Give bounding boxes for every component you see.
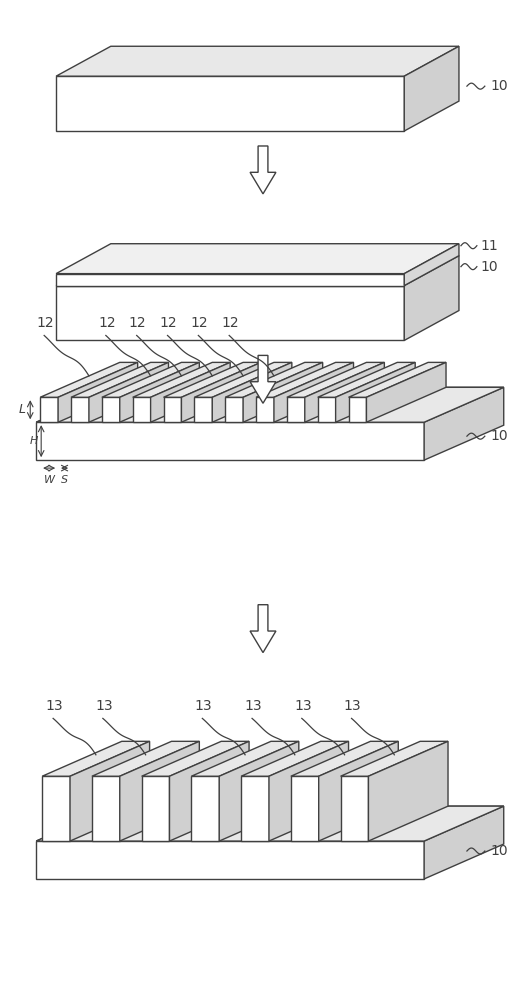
Text: H: H xyxy=(30,436,38,446)
Polygon shape xyxy=(287,362,385,397)
Polygon shape xyxy=(250,146,276,194)
Polygon shape xyxy=(250,605,276,653)
Polygon shape xyxy=(250,355,276,403)
Polygon shape xyxy=(164,397,181,422)
Polygon shape xyxy=(341,741,448,776)
Polygon shape xyxy=(241,776,269,841)
Polygon shape xyxy=(42,776,70,841)
Polygon shape xyxy=(56,256,459,286)
Polygon shape xyxy=(56,46,459,76)
Polygon shape xyxy=(341,776,368,841)
Polygon shape xyxy=(225,362,322,397)
Polygon shape xyxy=(305,362,385,422)
Polygon shape xyxy=(368,741,448,841)
Text: W: W xyxy=(44,475,55,485)
Polygon shape xyxy=(56,286,404,340)
Polygon shape xyxy=(195,397,213,422)
Polygon shape xyxy=(291,741,398,776)
Polygon shape xyxy=(169,741,249,841)
Polygon shape xyxy=(318,397,336,422)
Polygon shape xyxy=(213,362,292,422)
Polygon shape xyxy=(274,362,353,422)
Text: 13: 13 xyxy=(244,699,262,713)
Polygon shape xyxy=(40,397,58,422)
Polygon shape xyxy=(102,362,199,397)
Polygon shape xyxy=(191,741,299,776)
Polygon shape xyxy=(71,397,89,422)
Polygon shape xyxy=(133,362,230,397)
Polygon shape xyxy=(256,397,274,422)
Polygon shape xyxy=(92,776,120,841)
Polygon shape xyxy=(141,776,169,841)
Polygon shape xyxy=(424,806,504,879)
Polygon shape xyxy=(70,741,149,841)
Polygon shape xyxy=(36,806,504,841)
Polygon shape xyxy=(36,422,424,460)
Polygon shape xyxy=(56,274,404,286)
Text: 13: 13 xyxy=(195,699,212,713)
Text: 12: 12 xyxy=(190,316,208,330)
Polygon shape xyxy=(349,362,446,397)
Polygon shape xyxy=(287,397,305,422)
Polygon shape xyxy=(36,806,504,841)
Polygon shape xyxy=(195,362,292,397)
Polygon shape xyxy=(120,741,199,841)
Text: L: L xyxy=(18,403,25,416)
Polygon shape xyxy=(150,362,230,422)
Polygon shape xyxy=(219,741,299,841)
Text: 12: 12 xyxy=(160,316,177,330)
Polygon shape xyxy=(225,397,243,422)
Polygon shape xyxy=(56,76,404,131)
Polygon shape xyxy=(141,741,249,776)
Polygon shape xyxy=(269,741,349,841)
Polygon shape xyxy=(71,362,168,397)
Text: 10: 10 xyxy=(481,260,499,274)
Text: 10: 10 xyxy=(491,844,509,858)
Text: 12: 12 xyxy=(98,316,116,330)
Polygon shape xyxy=(133,397,150,422)
Polygon shape xyxy=(367,362,446,422)
Polygon shape xyxy=(241,741,349,776)
Polygon shape xyxy=(120,362,199,422)
Polygon shape xyxy=(336,362,415,422)
Polygon shape xyxy=(191,776,219,841)
Polygon shape xyxy=(89,362,168,422)
Polygon shape xyxy=(424,387,504,460)
Text: 10: 10 xyxy=(491,429,509,443)
Text: S: S xyxy=(61,475,68,485)
Polygon shape xyxy=(243,362,322,422)
Polygon shape xyxy=(42,741,149,776)
Polygon shape xyxy=(56,244,459,274)
Polygon shape xyxy=(164,362,261,397)
Polygon shape xyxy=(291,776,319,841)
Polygon shape xyxy=(40,362,138,397)
Polygon shape xyxy=(181,362,261,422)
Text: 10: 10 xyxy=(491,79,509,93)
Text: 12: 12 xyxy=(129,316,146,330)
Polygon shape xyxy=(349,397,367,422)
Text: 11: 11 xyxy=(481,239,499,253)
Polygon shape xyxy=(92,741,199,776)
Text: 12: 12 xyxy=(221,316,239,330)
Polygon shape xyxy=(102,397,120,422)
Text: 13: 13 xyxy=(95,699,113,713)
Text: 13: 13 xyxy=(45,699,63,713)
Polygon shape xyxy=(36,387,504,422)
Polygon shape xyxy=(58,362,138,422)
Polygon shape xyxy=(404,244,459,286)
Polygon shape xyxy=(404,46,459,131)
Polygon shape xyxy=(404,256,459,340)
Polygon shape xyxy=(36,841,424,879)
Polygon shape xyxy=(319,741,398,841)
Polygon shape xyxy=(318,362,415,397)
Polygon shape xyxy=(36,387,504,422)
Text: 13: 13 xyxy=(343,699,361,713)
Text: 12: 12 xyxy=(36,316,54,330)
Polygon shape xyxy=(256,362,353,397)
Text: 13: 13 xyxy=(294,699,311,713)
